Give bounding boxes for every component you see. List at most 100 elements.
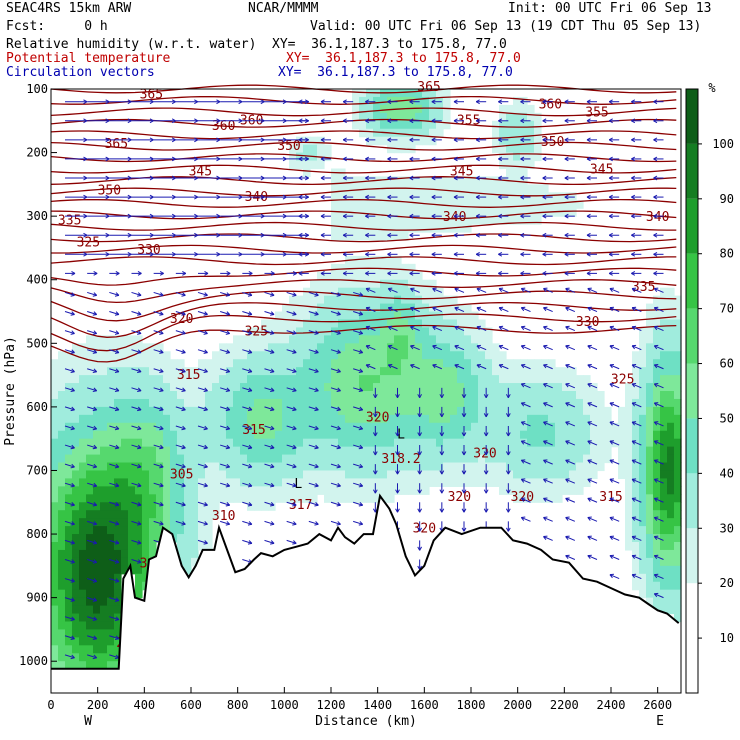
rh-cell	[457, 351, 465, 360]
theta-label: 360	[212, 119, 235, 134]
wind-vector	[220, 291, 230, 296]
wind-vector-head	[92, 463, 98, 469]
wind-vector-head	[417, 489, 423, 494]
rh-cell	[51, 581, 59, 591]
rh-cell	[163, 391, 171, 400]
rh-cell	[303, 430, 311, 440]
rh-cell	[562, 367, 570, 376]
rh-cell	[345, 184, 353, 193]
rh-cell	[345, 287, 353, 297]
rh-cell	[653, 351, 661, 360]
rh-cell	[646, 494, 654, 503]
rh-cell	[128, 470, 136, 480]
rh-cell	[254, 414, 262, 424]
wind-vector-head	[216, 194, 221, 200]
rh-cell	[100, 478, 108, 487]
rh-cell	[506, 486, 514, 495]
rh-cell	[324, 271, 332, 281]
wind-vector-head	[149, 175, 154, 181]
rh-cell	[65, 565, 73, 575]
wind-vector	[109, 520, 120, 525]
theta-label: 340	[646, 210, 669, 225]
rh-cell	[240, 398, 248, 408]
rh-cell	[646, 327, 654, 336]
rh-cell	[289, 160, 297, 170]
rh-cell	[205, 414, 213, 424]
rh-cell	[177, 486, 185, 495]
wind-vector-head	[270, 368, 275, 373]
wind-vector-head	[608, 99, 613, 105]
rh-cell	[352, 414, 360, 424]
wind-vector-head	[292, 368, 297, 373]
wind-vector-head	[358, 368, 364, 373]
wind-vector	[308, 406, 319, 411]
rh-cell	[534, 486, 542, 495]
rh-cell	[646, 391, 654, 400]
rh-cell	[422, 375, 430, 384]
rh-cell	[380, 136, 388, 146]
rh-cell	[275, 359, 283, 368]
rh-cell	[247, 398, 255, 408]
rh-cell	[499, 152, 507, 162]
rh-cell	[639, 589, 647, 599]
terrain	[51, 493, 681, 693]
rh-cell	[338, 414, 346, 424]
wind-vector-head	[260, 232, 265, 238]
wind-vector-head	[149, 118, 154, 124]
rh-cell	[408, 414, 416, 424]
rh-cell	[72, 502, 80, 511]
rh-cell	[394, 136, 402, 146]
rh-cell	[380, 176, 388, 185]
rh-cell	[72, 422, 80, 432]
rh-cell	[254, 327, 262, 336]
y-axis-label: Pressure (hPa)	[3, 336, 18, 446]
rh-cell	[240, 359, 248, 368]
rh-cell	[58, 462, 66, 472]
rh-cell	[499, 351, 507, 360]
wind-vector-head	[520, 306, 526, 312]
rh-cell	[72, 518, 80, 527]
rh-cell	[548, 438, 556, 448]
wind-vector-head	[320, 194, 325, 200]
wind-vector	[543, 288, 553, 293]
rh-cell	[667, 549, 675, 559]
wind-vector	[220, 387, 230, 392]
rh-cell	[317, 454, 325, 464]
rh-cell	[422, 128, 430, 138]
theta-isoline	[50, 107, 677, 117]
rh-cell	[345, 192, 353, 201]
rh-cell	[387, 398, 395, 408]
rh-cell	[366, 255, 374, 265]
wind-vector	[521, 478, 531, 484]
wind-vector	[64, 330, 75, 335]
rh-cell	[513, 383, 521, 392]
rh-cell	[373, 96, 381, 106]
rh-cell	[471, 391, 479, 400]
rh-cell	[58, 629, 66, 638]
x-tick-label: 1400	[363, 698, 392, 712]
rh-cell	[366, 216, 374, 225]
wind-vector-head	[505, 451, 511, 456]
rh-cell	[79, 613, 87, 623]
rh-cell	[121, 534, 129, 543]
wind-vector	[476, 326, 487, 332]
rh-cell	[156, 367, 164, 376]
rh-cell	[254, 391, 262, 400]
rh-cell	[415, 176, 423, 185]
rh-cell	[450, 216, 458, 225]
rh-cell	[142, 518, 150, 527]
theta-isoline	[50, 233, 677, 243]
rh-cell	[51, 518, 59, 527]
wind-vector	[153, 291, 164, 296]
rh-cell	[121, 494, 129, 503]
rh-cell	[331, 375, 339, 384]
rh-cell	[135, 502, 143, 511]
rh-cell	[583, 398, 591, 408]
wind-vector-head	[181, 330, 186, 335]
wind-vector-head	[475, 99, 480, 105]
wind-vector-head	[542, 137, 547, 143]
rh-cell	[380, 438, 388, 448]
wind-vector-head	[498, 118, 503, 124]
rh-cell	[86, 438, 94, 448]
wind-vector	[308, 368, 319, 373]
